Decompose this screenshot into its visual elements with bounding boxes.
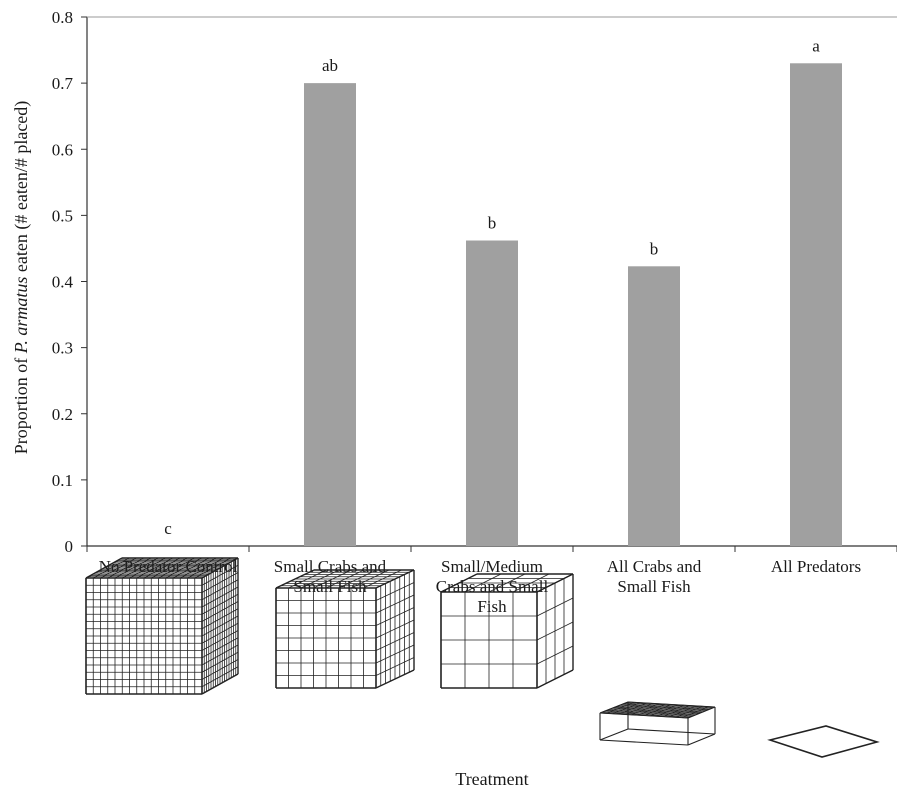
- medium-mesh-cage-icon: [275, 569, 415, 689]
- category-label: All Predators: [771, 557, 861, 576]
- bar: [628, 266, 680, 546]
- y-tick-label: 0.6: [52, 140, 73, 159]
- y-tick-label: 0.1: [52, 471, 73, 490]
- category-label: Small Crabs and Small Fish: [274, 557, 387, 596]
- fine-mesh-cage-icon: [85, 557, 239, 695]
- bar: [790, 63, 842, 546]
- significance-letter: a: [812, 36, 820, 55]
- y-tick-label: 0.2: [52, 405, 73, 424]
- cage-illustrations: [85, 557, 880, 758]
- y-tick-label: 0.7: [52, 74, 74, 93]
- significance-letter: b: [488, 214, 497, 233]
- chart-bars: [304, 63, 842, 546]
- significance-letter: ab: [322, 56, 338, 75]
- y-tick-label: 0.4: [52, 273, 74, 292]
- significance-letter: b: [650, 239, 659, 258]
- chart-axes: 0 0.1 0.2 0.3 0.4 0.5 0.6 0.7 0.8: [52, 8, 897, 556]
- significance-letter: c: [164, 519, 172, 538]
- y-axis-title: Proportion of P. armatus eaten (# eaten/…: [11, 101, 32, 455]
- category-label: All Crabs and Small Fish: [607, 557, 702, 596]
- y-tick-label: 0.8: [52, 8, 73, 27]
- roof-only-cage-icon: [599, 701, 716, 746]
- y-tick-label: 0.3: [52, 339, 73, 358]
- bar: [466, 240, 518, 546]
- x-axis-title: Treatment: [455, 769, 528, 789]
- coarse-mesh-cage-icon: [440, 573, 574, 689]
- bar: [304, 83, 356, 546]
- chart-labels: cNo Predator ControlabSmall Crabs andSma…: [11, 36, 861, 789]
- open-plot-marker-icon: [767, 725, 880, 758]
- y-tick-label: 0.5: [52, 206, 73, 225]
- y-tick-label: 0: [65, 537, 74, 556]
